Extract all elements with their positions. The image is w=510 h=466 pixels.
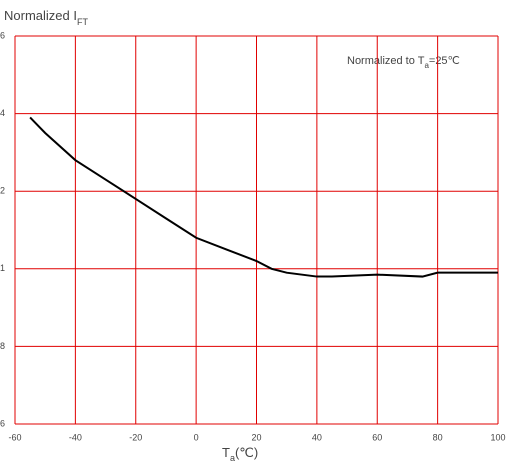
x-axis-label: Ta(℃)	[222, 445, 258, 463]
annotation-rest: =25℃	[429, 55, 460, 67]
annotation-sub: a	[424, 61, 429, 70]
x-tick-label: 40	[312, 432, 322, 442]
y-tick-label: 1	[0, 263, 5, 273]
y-tick-label: 2	[0, 186, 5, 196]
x-tick-label: -40	[69, 432, 82, 442]
y-label-main: Normalized I	[4, 8, 77, 23]
x-tick-label: 80	[433, 432, 443, 442]
data-line	[29, 116, 498, 278]
annotation: Normalized to Ta=25℃	[347, 55, 460, 70]
x-tick-label: 0	[194, 432, 199, 442]
x-tick-label: -60	[8, 432, 21, 442]
x-tick-label: 20	[251, 432, 261, 442]
annotation-main: Normalized to T	[347, 55, 425, 67]
x-tick-label: 100	[490, 432, 505, 442]
y-tick-label: 4	[0, 108, 5, 118]
y-axis-label: Normalized IFT	[4, 8, 88, 27]
x-label-sub: a	[230, 453, 235, 463]
x-label-main: T	[222, 445, 230, 460]
x-tick-label: -20	[129, 432, 142, 442]
x-label-unit: (℃)	[235, 445, 258, 460]
x-tick-label: 60	[372, 432, 382, 442]
y-tick-label: 6	[0, 30, 5, 40]
y-label-sub: FT	[77, 17, 88, 27]
y-tick-label: 8	[0, 341, 5, 351]
y-tick-label: 6	[0, 418, 5, 428]
